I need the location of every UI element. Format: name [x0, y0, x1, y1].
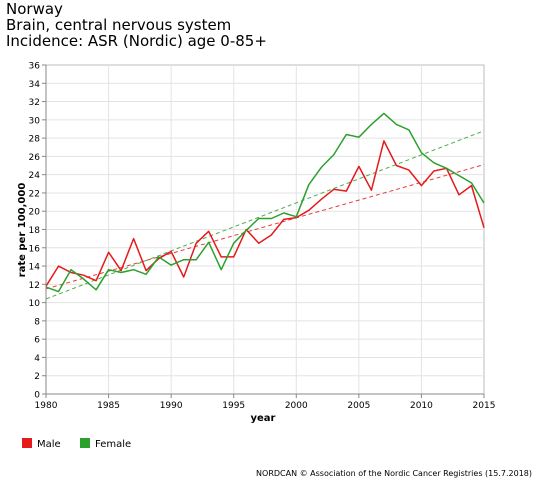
legend-label-female: Female — [95, 439, 132, 450]
y-tick-label: 28 — [29, 135, 41, 145]
legend-item-female: Female — [80, 438, 131, 450]
x-tick-label: 2010 — [410, 401, 433, 411]
trendline-male — [45, 164, 485, 290]
x-tick-label: 1990 — [160, 401, 183, 411]
x-tick-label: 2015 — [473, 401, 496, 411]
y-tick-label: 0 — [34, 391, 40, 401]
y-tick-label: 6 — [34, 336, 40, 346]
y-tick-label: 36 — [29, 62, 41, 72]
y-tick-label: 12 — [29, 281, 40, 291]
legend-swatch-male — [22, 438, 32, 448]
grid — [46, 65, 484, 394]
cancer-site-title: Brain, central nervous system — [6, 16, 232, 34]
x-tick-label: 2005 — [347, 401, 370, 411]
x-tick-label: 2000 — [285, 401, 308, 411]
series-line-female — [45, 112, 485, 293]
y-tick-label: 20 — [29, 208, 41, 218]
measure-title: Incidence: ASR (Nordic) age 0-85+ — [6, 32, 267, 50]
country-title: Norway — [6, 0, 63, 18]
y-tick-label: 2 — [34, 372, 40, 382]
y-tick-label: 30 — [29, 116, 41, 126]
series-line-male — [45, 140, 485, 287]
y-tick-label: 22 — [29, 189, 40, 199]
y-tick-label: 14 — [29, 263, 41, 273]
legend-swatch-female — [80, 438, 90, 448]
x-axis-label: year — [251, 413, 276, 424]
y-tick-label: 34 — [29, 80, 41, 90]
chart-header: Norway Brain, central nervous system Inc… — [6, 1, 267, 49]
y-tick-label: 26 — [29, 153, 41, 163]
x-tick-label: 1980 — [35, 401, 58, 411]
y-axis-label: rate per 100,000 — [17, 183, 28, 278]
trendlines — [45, 130, 485, 300]
legend-item-male: Male — [22, 438, 61, 450]
series-lines — [45, 112, 485, 293]
y-tick-label: 18 — [29, 226, 41, 236]
y-tick-label: 10 — [29, 299, 41, 309]
y-tick-label: 32 — [29, 98, 40, 108]
trendline-female — [45, 130, 485, 300]
x-tick-label: 1995 — [222, 401, 245, 411]
y-tick-label: 16 — [29, 244, 41, 254]
y-tick-label: 4 — [34, 354, 40, 364]
y-tick-label: 24 — [29, 171, 41, 181]
legend-label-male: Male — [37, 439, 61, 450]
source-footer: NORDCAN © Association of the Nordic Canc… — [256, 469, 532, 478]
x-tick-label: 1985 — [97, 401, 120, 411]
y-tick-label: 8 — [34, 317, 40, 327]
